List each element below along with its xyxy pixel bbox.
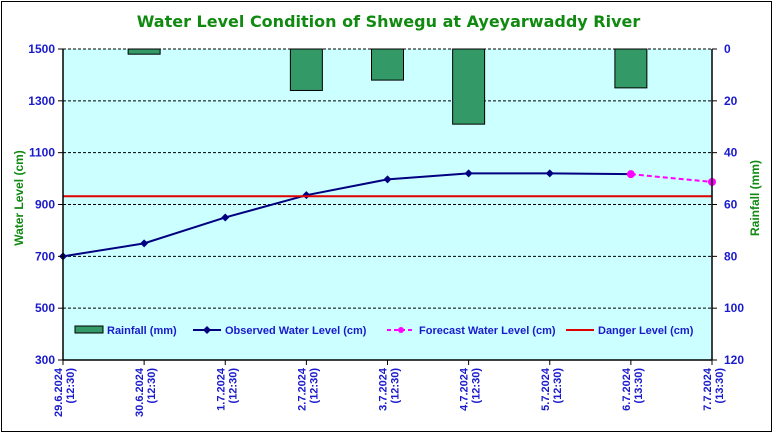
legend-marker [203,326,211,334]
rainfall-bar [371,48,404,81]
y-tick-label: 500 [35,301,55,315]
legend-label: Forecast Water Level (cm) [419,325,556,337]
y2-tick-label: 60 [724,198,738,212]
y-tick-label: 700 [35,249,55,263]
y-tick-label: 1500 [28,42,55,56]
x-tick-label-date: 2.7.2024 [296,367,308,411]
y2-tick-label: 100 [724,301,744,315]
x-tick-label-date: 4.7.2024 [459,367,471,411]
x-tick-label-date: 30.6.2024 [134,367,146,417]
rainfall-bar [289,48,323,91]
observed-point [221,213,230,222]
x-tick-label-time: (12:30) [390,368,402,404]
y-tick-label: 1300 [28,94,55,108]
x-tick-label-date: 1.7.2024 [215,367,227,411]
observed-point [140,239,149,248]
legend-marker [398,327,404,333]
legend-label: Observed Water Level (cm) [225,325,367,337]
x-tick-label-date: 7.7.2024 [702,367,714,411]
y-tick-label: 300 [35,353,55,367]
y-axis-label: Water Level (cm) [12,150,26,246]
x-tick-label-time: (12:30) [65,368,77,404]
rainfall-bar [614,48,648,89]
x-tick-label-time: (13:30) [633,368,645,404]
chart-title: Water Level Condition of Shwegu at Ayeya… [136,12,641,31]
legend: Rainfall (mm) Observed Water Level (cm) Fo… [74,325,694,337]
y-tick-label: 1100 [29,146,55,160]
y2-tick-label: 40 [724,146,738,160]
x-tick-label-time: (13:30) [714,368,726,404]
x-tick-label-date: 5.7.2024 [540,367,552,411]
x-tick-label-date: 6.7.2024 [621,367,633,411]
x-tick-label-time: (12:30) [227,368,239,404]
y-tick-label: 900 [35,198,55,212]
y2-tick-label: 0 [724,42,731,56]
forecast-water-level-cm-line [630,173,713,183]
legend-label: Rainfall (mm) [107,325,177,337]
y2-tick-label: 20 [724,94,738,108]
observed-water-level-cm-line [62,172,631,258]
y2-tick-label: 120 [724,353,744,367]
x-tick-label-time: (12:30) [308,368,320,404]
forecast-point [626,170,635,179]
legend-swatch-rainfall [74,325,104,334]
y2-tick-label: 80 [724,249,738,263]
x-tick-label-date: 29.6.2024 [53,367,65,417]
y2-axis-label: Rainfall (mm) [748,160,762,236]
x-tick-label-time: (12:30) [146,368,158,404]
observed-point [383,175,392,184]
x-tick-label-time: (12:30) [471,368,483,404]
observed-point [464,169,473,178]
x-tick-label-date: 3.7.2024 [378,367,390,411]
rainfall-bar [452,48,486,125]
rainfall-bar [127,48,161,55]
observed-point [545,169,554,178]
legend-label: Danger Level (cm) [598,325,694,337]
x-tick-label-time: (12:30) [552,368,564,404]
